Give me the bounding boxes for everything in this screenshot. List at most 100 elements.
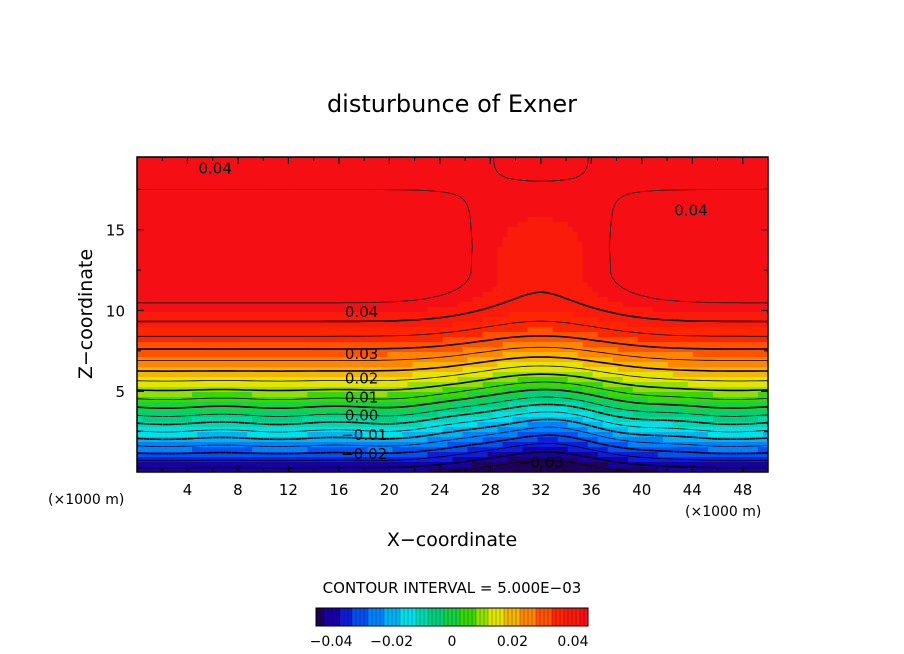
field-cell — [417, 222, 424, 228]
field-cell — [692, 322, 699, 328]
field-cell — [582, 327, 589, 333]
field-cell — [352, 312, 358, 318]
field-cell — [182, 297, 188, 303]
field-cell — [277, 207, 283, 213]
field-cell — [437, 312, 444, 318]
field-cell — [362, 177, 368, 183]
field-cell — [657, 207, 664, 213]
field-cell — [187, 262, 193, 268]
field-cell — [432, 207, 439, 213]
field-cell — [197, 302, 203, 308]
field-cell — [517, 322, 524, 328]
field-cell — [587, 247, 594, 253]
field-cell — [617, 192, 624, 198]
field-cell — [457, 337, 464, 343]
field-cell — [177, 247, 183, 253]
field-cell — [422, 242, 429, 248]
field-cell — [277, 317, 283, 323]
field-cell — [672, 182, 679, 188]
field-cell — [562, 187, 569, 193]
field-cell — [337, 157, 343, 163]
field-cell — [372, 322, 378, 328]
field-cell — [667, 192, 674, 198]
field-cell — [207, 302, 213, 308]
field-cell — [257, 282, 263, 288]
field-cell — [217, 352, 223, 358]
field-cell — [752, 157, 759, 163]
field-cell — [482, 337, 489, 343]
field-cell — [667, 342, 674, 348]
field-cell — [667, 247, 674, 253]
field-cell — [537, 262, 544, 268]
field-cell — [707, 307, 714, 313]
field-cell — [277, 302, 283, 308]
field-cell — [267, 312, 273, 318]
field-cell — [507, 222, 514, 228]
field-cell — [677, 252, 684, 258]
field-cell — [427, 177, 434, 183]
field-cell — [197, 257, 203, 263]
field-cell — [757, 177, 764, 183]
field-cell — [242, 302, 248, 308]
field-cell — [397, 327, 404, 333]
field-cell — [307, 247, 313, 253]
field-cell — [557, 292, 564, 298]
field-cell — [267, 352, 273, 358]
field-cell — [517, 212, 524, 218]
field-cell — [342, 272, 348, 278]
field-cell — [382, 282, 388, 288]
field-cell — [272, 287, 278, 293]
field-cell — [442, 247, 449, 253]
field-cell — [577, 267, 584, 273]
field-cell — [632, 332, 639, 338]
field-cell — [517, 292, 524, 298]
field-cell — [642, 167, 649, 173]
field-cell — [327, 247, 333, 253]
field-cell — [177, 227, 183, 233]
field-cell — [252, 332, 258, 338]
field-cell — [227, 227, 233, 233]
field-cell — [437, 327, 444, 333]
field-cell — [672, 337, 679, 343]
field-cell — [247, 277, 253, 283]
field-cell — [472, 247, 479, 253]
field-cell — [697, 262, 704, 268]
field-cell — [427, 172, 434, 178]
field-cell — [622, 272, 629, 278]
field-cell — [517, 267, 524, 273]
field-cell — [432, 282, 439, 288]
field-cell — [147, 322, 153, 328]
field-cell — [392, 197, 399, 203]
field-cell — [467, 307, 474, 313]
field-cell — [352, 227, 358, 233]
field-cell — [432, 327, 439, 333]
field-cell — [652, 247, 659, 253]
field-cell — [227, 272, 233, 278]
field-cell — [182, 267, 188, 273]
field-cell — [382, 297, 388, 303]
field-cell — [567, 227, 574, 233]
field-cell — [437, 332, 444, 338]
field-cell — [472, 172, 479, 178]
field-cell — [542, 342, 549, 348]
field-cell — [172, 292, 178, 298]
field-cell — [732, 262, 739, 268]
field-cell — [192, 167, 198, 173]
field-cell — [497, 207, 504, 213]
field-cell — [217, 157, 223, 163]
field-cell — [587, 312, 594, 318]
field-cell — [342, 212, 348, 218]
field-cell — [397, 267, 404, 273]
field-cell — [637, 177, 644, 183]
field-cell — [342, 227, 348, 233]
field-cell — [362, 297, 368, 303]
field-cell — [517, 287, 524, 293]
field-cell — [182, 247, 188, 253]
field-cell — [742, 212, 749, 218]
field-cell — [552, 202, 559, 208]
field-cell — [147, 317, 153, 323]
field-cell — [582, 192, 589, 198]
field-cell — [242, 232, 248, 238]
field-cell — [357, 307, 363, 313]
field-cell — [457, 232, 464, 238]
